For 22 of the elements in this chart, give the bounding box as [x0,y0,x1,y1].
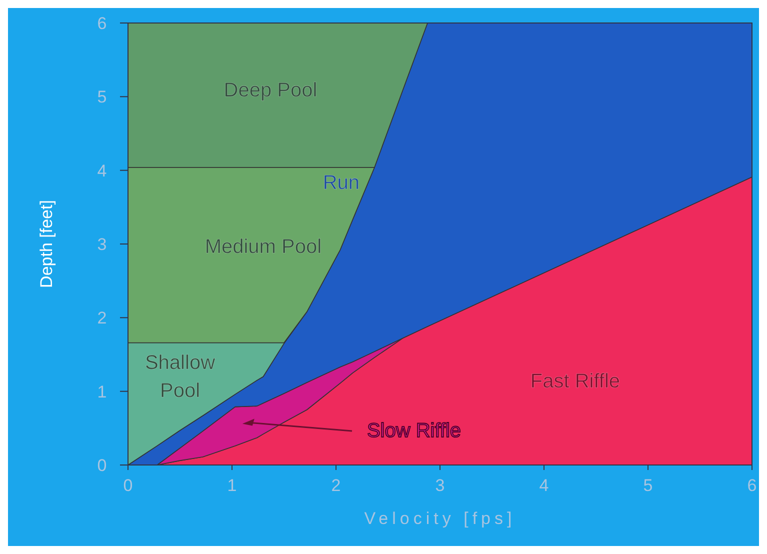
series-label: Run [322,172,360,194]
series-label: Shallow Pool [144,352,216,402]
y-tick-label: 0 [97,456,107,475]
x-tick-label: 0 [123,476,133,495]
x-tick-label: 6 [747,476,757,495]
x-tick-label: 3 [435,476,445,495]
y-tick-label: 3 [97,235,107,254]
y-tick-label: 4 [97,161,107,180]
series-label: Medium Pool [204,236,322,258]
x-tick-label: 2 [331,476,341,495]
text: Slow Riffle [366,420,462,442]
y-axis-title: Depth [feet] [37,200,56,288]
x-axis-title: Velocity [fps] [364,509,516,528]
series-label: Deep Pool [224,80,318,102]
x-tick-label: 1 [227,476,237,495]
y-tick-label: 5 [97,88,107,107]
x-tick-label: 5 [643,476,653,495]
y-tick-label: 1 [97,382,107,402]
y-tick-label: 6 [97,14,107,33]
x-tick-label: 4 [539,476,549,495]
series-label: Fast Riffle [530,370,620,393]
y-tick-label: 2 [97,308,107,328]
